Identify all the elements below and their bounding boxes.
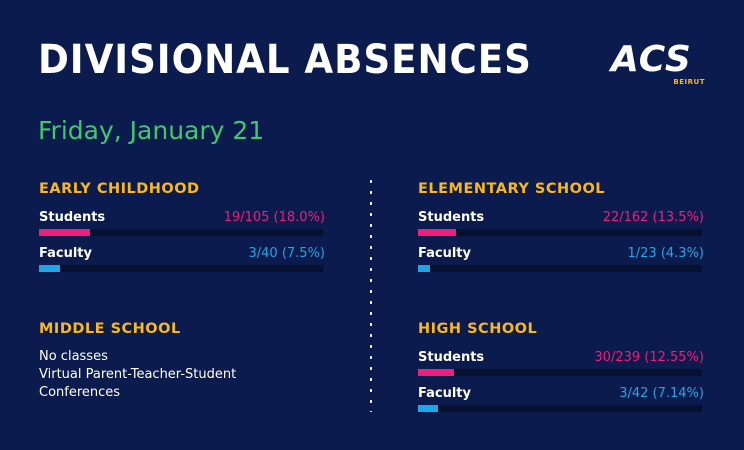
students-bar-track: [418, 369, 702, 376]
section-title: MIDDLE SCHOOL: [39, 321, 181, 337]
faculty-bar-fill: [39, 265, 61, 272]
faculty-label: Faculty: [418, 246, 471, 261]
students-bar-track: [39, 229, 323, 236]
students-label: Students: [418, 210, 485, 225]
note-line: Virtual Parent-Teacher-Student: [39, 367, 237, 382]
faculty-value: 3/42 (7.14%): [619, 386, 704, 401]
students-value: 30/239 (12.55%): [594, 350, 704, 365]
students-value: 19/105 (18.0%): [223, 210, 325, 225]
page-title: DIVISIONAL ABSENCES: [38, 37, 532, 83]
note-line: Conferences: [39, 385, 121, 400]
students-value: 22/162 (13.5%): [602, 210, 704, 225]
section-title: ELEMENTARY SCHOOL: [418, 181, 606, 197]
section-title: HIGH SCHOOL: [418, 321, 538, 337]
column-divider: [370, 176, 372, 412]
section-elementary-school: ELEMENTARY SCHOOL Students 22/162 (13.5%…: [418, 180, 704, 282]
logo-subtext: BEIRUT: [673, 78, 705, 86]
students-bar-fill: [418, 369, 454, 376]
faculty-label: Faculty: [418, 386, 471, 401]
faculty-bar-track: [418, 265, 702, 272]
faculty-metric: Faculty 3/40 (7.5%): [39, 246, 325, 282]
faculty-bar-fill: [418, 405, 439, 412]
faculty-bar-track: [418, 405, 702, 412]
students-metric: Students 22/162 (13.5%): [418, 210, 704, 246]
logo-text: ACS: [611, 39, 692, 80]
students-bar-fill: [418, 229, 457, 236]
faculty-label: Faculty: [39, 246, 92, 261]
faculty-metric: Faculty 1/23 (4.3%): [418, 246, 704, 282]
section-title: EARLY CHILDHOOD: [39, 181, 200, 197]
faculty-value: 1/23 (4.3%): [627, 246, 705, 261]
section-middle-school: MIDDLE SCHOOL No classes Virtual Parent-…: [39, 320, 325, 402]
faculty-bar-track: [39, 265, 323, 272]
acs-logo: ACS BEIRUT: [611, 40, 707, 88]
faculty-bar-fill: [418, 265, 431, 272]
students-metric: Students 19/105 (18.0%): [39, 210, 325, 246]
students-label: Students: [418, 350, 485, 365]
faculty-value: 3/40 (7.5%): [248, 246, 326, 261]
section-early-childhood: EARLY CHILDHOOD Students 19/105 (18.0%) …: [39, 180, 325, 282]
section-high-school: HIGH SCHOOL Students 30/239 (12.55%) Fac…: [418, 320, 704, 422]
students-bar-fill: [39, 229, 91, 236]
date-label: Friday, January 21: [38, 116, 265, 145]
note-line: No classes: [39, 349, 108, 364]
students-label: Students: [39, 210, 106, 225]
students-metric: Students 30/239 (12.55%): [418, 350, 704, 386]
middle-school-note: No classes Virtual Parent-Teacher-Studen…: [39, 348, 299, 402]
students-bar-track: [418, 229, 702, 236]
faculty-metric: Faculty 3/42 (7.14%): [418, 386, 704, 422]
